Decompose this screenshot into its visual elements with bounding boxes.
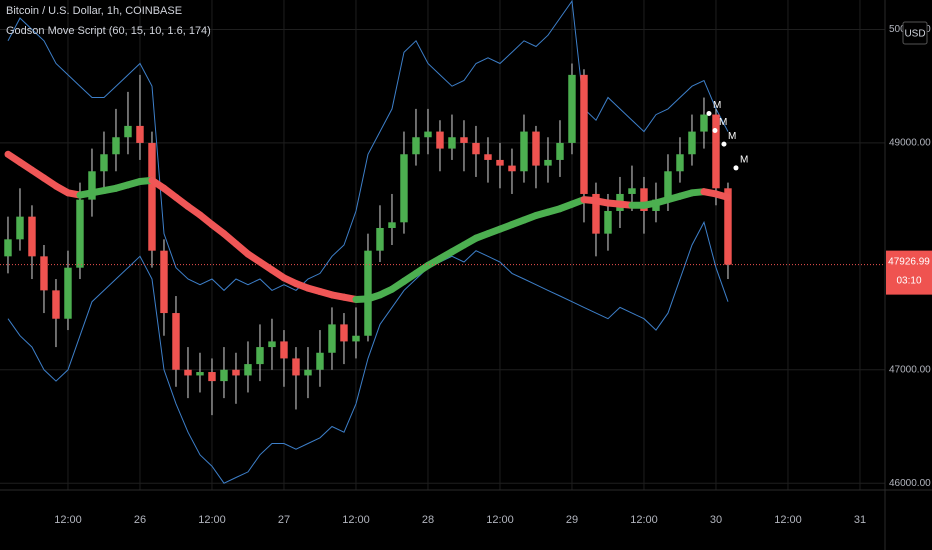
signal-dot [706, 110, 712, 116]
indicator-title: Godson Move Script (60, 15, 10, 1.6, 174… [6, 25, 211, 37]
x-tick-label: 12:00 [486, 514, 514, 526]
candle-body [700, 114, 708, 132]
x-tick-label: 12:00 [630, 514, 658, 526]
x-tick-label: 12:00 [774, 514, 802, 526]
candle-body [688, 131, 696, 155]
y-tick-label: 47000.00 [889, 364, 931, 375]
x-tick-label: 31 [854, 514, 866, 526]
x-tick-label: 29 [566, 514, 578, 526]
candle-body [88, 171, 96, 200]
candle-body [388, 222, 396, 228]
moving-average [712, 190, 732, 201]
candle-body [76, 199, 84, 268]
candle-body [112, 137, 120, 155]
candle-body [364, 250, 372, 336]
candle-body [472, 142, 480, 155]
candle-body [220, 369, 228, 382]
candle-body [604, 210, 612, 234]
candle-body [544, 159, 552, 166]
candle-body [64, 267, 72, 319]
candle-body [268, 341, 276, 348]
signal-label: M [740, 155, 748, 166]
candle-body [532, 131, 540, 166]
candle-body [580, 74, 588, 194]
candle-body [196, 372, 204, 376]
x-tick-label: 12:00 [342, 514, 370, 526]
candle-body [4, 239, 12, 257]
candle-body [556, 142, 564, 160]
candle-body [412, 137, 420, 155]
band-upper [7, 0, 729, 292]
candle-body [640, 188, 648, 211]
axes: 12:00 26 12:00 27 12:00 28 12:00 29 12:00 30 12:00… [54, 24, 932, 526]
y-tick-label: 46000.00 [889, 478, 931, 489]
candle-body [328, 324, 336, 353]
candle-body [496, 159, 504, 166]
chart-title: Bitcoin / U.S. Dollar, 1h, COINBASE [6, 5, 182, 17]
candle-body [400, 154, 408, 223]
candle-body [52, 290, 60, 319]
candle-body [436, 131, 444, 149]
y-tick-label: 49000.00 [889, 138, 931, 149]
candle-body [256, 347, 264, 365]
signal-label: M [728, 131, 736, 142]
candle-body [16, 216, 24, 240]
candle-body [592, 193, 600, 234]
candle-body [124, 125, 132, 138]
x-tick-label: 28 [422, 514, 434, 526]
candle-body [160, 250, 168, 314]
signal-dot [733, 165, 739, 171]
candle-body [352, 335, 360, 342]
signal-label: M [719, 117, 727, 128]
candle-body [376, 227, 384, 251]
candle-body [184, 369, 192, 376]
candle-body [40, 256, 48, 291]
candle-body [292, 358, 300, 376]
band-lower [7, 220, 729, 484]
x-tick-label: 27 [278, 514, 290, 526]
last-price-label: 47926.99 [888, 256, 930, 267]
candle-body [460, 137, 468, 143]
candle-body [172, 313, 180, 370]
x-tick-label: 26 [134, 514, 146, 526]
candle-body [424, 131, 432, 138]
candle-body [280, 341, 288, 359]
x-tick-label: 12:00 [54, 514, 82, 526]
x-tick-label: 30 [710, 514, 722, 526]
candle-body [244, 364, 252, 376]
countdown-label: 03:10 [896, 275, 921, 286]
candle-body [100, 154, 108, 172]
candle-body [28, 216, 36, 257]
candle-body [508, 165, 516, 172]
candle-body [664, 171, 672, 200]
candle-body [232, 369, 240, 376]
candle-body [148, 142, 156, 251]
candle-body [136, 125, 144, 143]
x-tick-label: 12:00 [198, 514, 226, 526]
candle-body [316, 352, 324, 370]
candle-body [676, 154, 684, 172]
candle-body [304, 369, 312, 376]
signal-dot [721, 141, 727, 147]
candle-body [724, 188, 732, 265]
candle-body [712, 114, 720, 189]
candle-body [568, 74, 576, 143]
currency-box[interactable] [902, 21, 928, 45]
candle-body [628, 188, 636, 194]
signal-dot [712, 128, 718, 133]
candle-body [340, 324, 348, 342]
candle-body [208, 372, 216, 382]
candle-body [448, 137, 456, 149]
last-price-tag [886, 250, 932, 295]
candle-body [520, 131, 528, 172]
candle-body [484, 154, 492, 160]
signal-label: M [713, 100, 721, 111]
currency-label[interactable]: USD [904, 29, 925, 40]
